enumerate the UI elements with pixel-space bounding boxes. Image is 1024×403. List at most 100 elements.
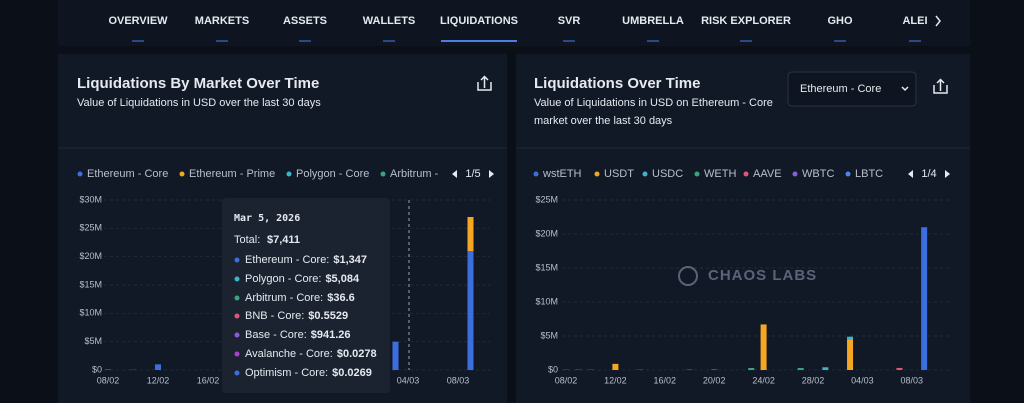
x-tick-label: 24/02 [752,375,775,385]
tooltip-row-label: Polygon - Core: [245,273,321,285]
tooltip-dot [234,257,240,263]
tooltip-dot [234,295,240,301]
x-tick-label: 04/03 [851,375,874,385]
y-tick-label: $25M [535,194,558,204]
x-tick-label: 16/02 [197,375,220,385]
nav-bar [58,0,970,46]
bar [748,367,755,370]
nav-item[interactable]: SVR [558,15,581,27]
nav-item[interactable]: UMBRELLA [622,15,684,27]
tooltip-row-value: $36.6 [327,292,355,304]
nav-indicator [132,40,144,42]
legend-label: Arbitrum - [390,168,439,180]
legend-label: LBTC [855,168,883,180]
legend-dot [77,171,83,177]
tooltip-row-label: Optimism - Core: [245,367,328,379]
panel-subtitle: Value of Liquidations in USD over the la… [77,97,321,109]
nav-active [441,40,517,42]
nav-indicator [563,40,575,42]
panel-title: Liquidations By Market Over Time [77,75,319,92]
legend-prev[interactable] [452,170,457,178]
share-icon[interactable] [933,78,948,94]
tooltip-dot [234,370,240,376]
legend-label: Ethereum - Core [87,168,168,180]
tooltip-dot [234,313,240,319]
legend-dot [792,171,798,177]
share-icon[interactable] [477,75,492,91]
tooltip-row-value: $1,347 [333,254,367,266]
y-tick-label: $15M [79,279,102,289]
tooltip-row-value: $0.5529 [308,310,348,322]
legend-dot [179,171,185,177]
legend-label: USDT [604,168,634,180]
y-tick-label: $0 [92,364,102,374]
nav-indicator [647,40,659,42]
dropdown[interactable] [787,71,917,107]
nav-indicator [299,40,311,42]
legend-label: AAVE [753,168,782,180]
y-tick-label: $20M [79,251,102,261]
nav-item[interactable]: ASSETS [283,15,327,27]
nav-item[interactable]: ALEI [902,15,927,27]
panel-subtitle: Value of Liquidations in USD on Ethereum… [534,97,773,109]
legend-label: USDC [652,168,683,180]
y-tick-label: $20M [535,228,558,238]
tooltip-row-value: $0.0278 [337,348,377,360]
legend-label: wstETH [542,168,582,180]
nav-item[interactable]: GHO [827,15,853,27]
legend-page: 1/5 [465,168,480,180]
tooltip-row-value: $941.26 [311,329,351,341]
legend-dot [642,171,648,177]
x-tick-label: 08/02 [97,375,120,385]
nav-item[interactable]: LIQUIDATIONS [440,15,518,27]
bar [612,363,619,370]
tooltip-dot [234,332,240,338]
legend-next[interactable] [489,170,494,178]
nav-item[interactable]: OVERVIEW [108,15,168,27]
legend-dot [845,171,851,177]
tooltip-row-label: Ethereum - Core: [245,254,329,266]
y-tick-label: $25M [79,223,102,233]
legend-next[interactable] [945,170,950,178]
y-tick-label: $0 [548,364,558,374]
bar [467,251,474,370]
nav-indicator [216,40,228,42]
tooltip-row-label: Arbitrum - Core: [245,292,323,304]
legend-dot [286,171,292,177]
tooltip-row-label: BNB - Core: [245,310,304,322]
panel-right [516,54,970,403]
bar [711,369,718,370]
bar [392,341,399,370]
x-tick-label: 28/02 [802,375,825,385]
tooltip-row-value: $5,084 [325,273,360,285]
legend-dot [594,171,600,177]
nav-item[interactable]: WALLETS [363,15,416,27]
x-tick-label: 08/03 [447,375,470,385]
y-tick-label: $10M [535,296,558,306]
legend-prev[interactable] [908,170,913,178]
x-tick-label: 04/03 [397,375,420,385]
bar [847,339,854,370]
tooltip-row-label: Base - Core: [245,329,307,341]
dropdown-value[interactable]: Ethereum - Core [800,83,881,95]
y-tick-label: $15M [535,262,558,272]
legend-dot [380,171,386,177]
nav-indicator [909,40,921,42]
nav-indicator [834,40,846,42]
panel-subtitle: market over the last 30 days [534,115,673,127]
nav-item[interactable]: RISK EXPLORER [701,15,791,27]
bar [896,367,903,370]
x-tick-label: 12/02 [147,375,170,385]
tooltip-row-value: $0.0269 [332,367,372,379]
nav-next[interactable] [935,15,941,27]
x-tick-label: 08/03 [901,375,924,385]
y-tick-label: $30M [79,194,102,204]
panel-title: Liquidations Over Time [534,75,700,92]
legend-label: WETH [704,168,736,180]
bar [105,369,111,370]
watermark: CHAOS LABS [708,267,817,284]
nav-item[interactable]: MARKETS [195,15,249,27]
dropdown-caret [901,86,909,92]
bar [847,336,854,340]
